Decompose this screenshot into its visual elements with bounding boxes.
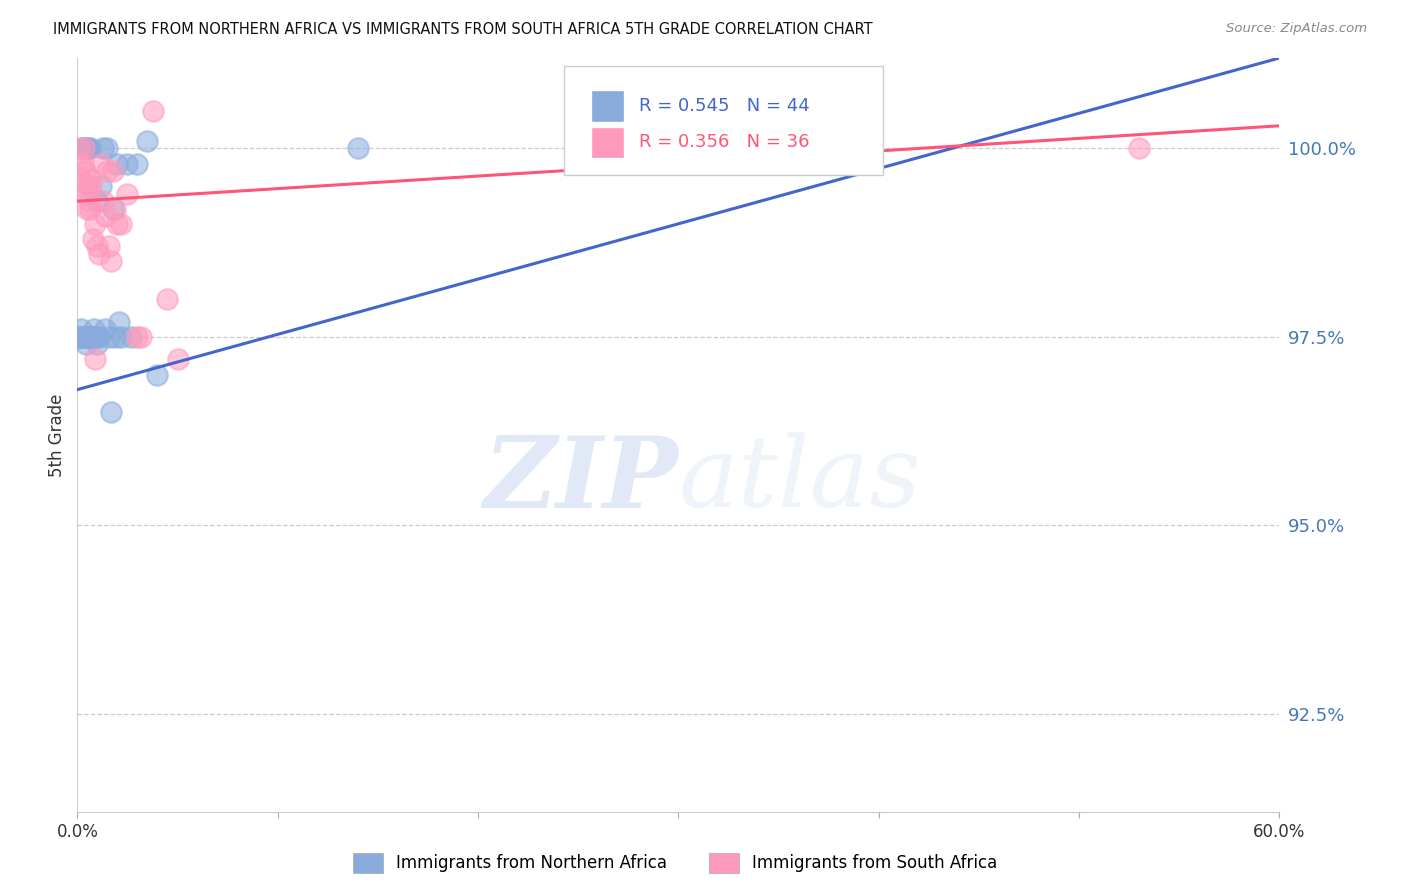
- Point: [80, 179, 103, 194]
- Point: [84, 352, 107, 367]
- Point: [77, 330, 100, 344]
- Point: [94, 209, 117, 223]
- Point: [70, 171, 93, 186]
- Point: [117, 186, 139, 201]
- Point: [75, 164, 97, 178]
- Point: [86, 194, 108, 209]
- Bar: [591, 90, 624, 122]
- Point: [100, 254, 122, 268]
- Point: [76, 330, 98, 344]
- Point: [156, 292, 179, 306]
- Point: [70, 322, 93, 336]
- Point: [76, 202, 98, 216]
- Point: [69, 156, 91, 170]
- Point: [108, 315, 131, 329]
- Point: [100, 405, 122, 419]
- Point: [90, 156, 112, 170]
- Point: [79, 202, 101, 216]
- FancyBboxPatch shape: [564, 65, 883, 175]
- Point: [89, 330, 111, 344]
- Point: [70, 330, 93, 344]
- Point: [72, 330, 94, 344]
- Point: [79, 141, 101, 155]
- Point: [103, 164, 125, 178]
- Point: [79, 194, 101, 209]
- Point: [72, 141, 94, 155]
- Point: [72, 179, 94, 194]
- Point: [94, 322, 117, 336]
- Point: [142, 103, 165, 118]
- Point: [120, 330, 142, 344]
- Text: atlas: atlas: [679, 433, 921, 528]
- Point: [107, 217, 129, 231]
- Point: [84, 330, 107, 344]
- Point: [104, 202, 127, 216]
- Point: [79, 330, 101, 344]
- Point: [96, 141, 118, 155]
- Point: [146, 368, 169, 382]
- Point: [67, 141, 90, 155]
- Point: [80, 171, 103, 186]
- Point: [80, 330, 103, 344]
- Point: [86, 337, 108, 351]
- Text: ZIP: ZIP: [484, 432, 679, 528]
- Point: [117, 156, 139, 170]
- Point: [82, 232, 104, 246]
- Point: [131, 330, 153, 344]
- Point: [73, 330, 96, 344]
- Point: [82, 330, 104, 344]
- Text: IMMIGRANTS FROM NORTHERN AFRICA VS IMMIGRANTS FROM SOUTH AFRICA 5TH GRADE CORREL: IMMIGRANTS FROM NORTHERN AFRICA VS IMMIG…: [53, 22, 873, 37]
- Point: [104, 330, 127, 344]
- Point: [82, 330, 104, 344]
- Legend: Immigrants from Northern Africa, Immigrants from South Africa: Immigrants from Northern Africa, Immigra…: [346, 847, 1004, 880]
- Point: [73, 141, 96, 155]
- Point: [110, 217, 132, 231]
- Point: [76, 141, 98, 155]
- Point: [89, 247, 111, 261]
- Point: [73, 141, 96, 155]
- Y-axis label: 5th Grade: 5th Grade: [48, 393, 66, 476]
- Point: [69, 330, 91, 344]
- Point: [127, 156, 149, 170]
- Point: [110, 330, 132, 344]
- Point: [72, 330, 94, 344]
- Point: [67, 330, 90, 344]
- Point: [107, 156, 129, 170]
- Bar: [591, 127, 624, 158]
- Point: [93, 141, 115, 155]
- Point: [127, 330, 149, 344]
- Point: [96, 164, 118, 178]
- Point: [103, 202, 125, 216]
- Point: [79, 141, 101, 155]
- Point: [84, 217, 107, 231]
- Point: [75, 330, 97, 344]
- Point: [347, 141, 370, 155]
- Point: [136, 134, 159, 148]
- Text: Source: ZipAtlas.com: Source: ZipAtlas.com: [1226, 22, 1367, 36]
- Point: [86, 239, 108, 253]
- Point: [75, 141, 97, 155]
- Point: [98, 330, 121, 344]
- Point: [90, 179, 112, 194]
- Point: [72, 156, 94, 170]
- Point: [77, 179, 100, 194]
- Text: R = 0.356   N = 36: R = 0.356 N = 36: [638, 134, 810, 152]
- Text: R = 0.545   N = 44: R = 0.545 N = 44: [638, 97, 810, 115]
- Point: [86, 330, 108, 344]
- Point: [1128, 141, 1150, 155]
- Point: [75, 337, 97, 351]
- Point: [93, 194, 115, 209]
- Point: [98, 239, 121, 253]
- Point: [83, 322, 105, 336]
- Point: [75, 186, 97, 201]
- Point: [166, 352, 188, 367]
